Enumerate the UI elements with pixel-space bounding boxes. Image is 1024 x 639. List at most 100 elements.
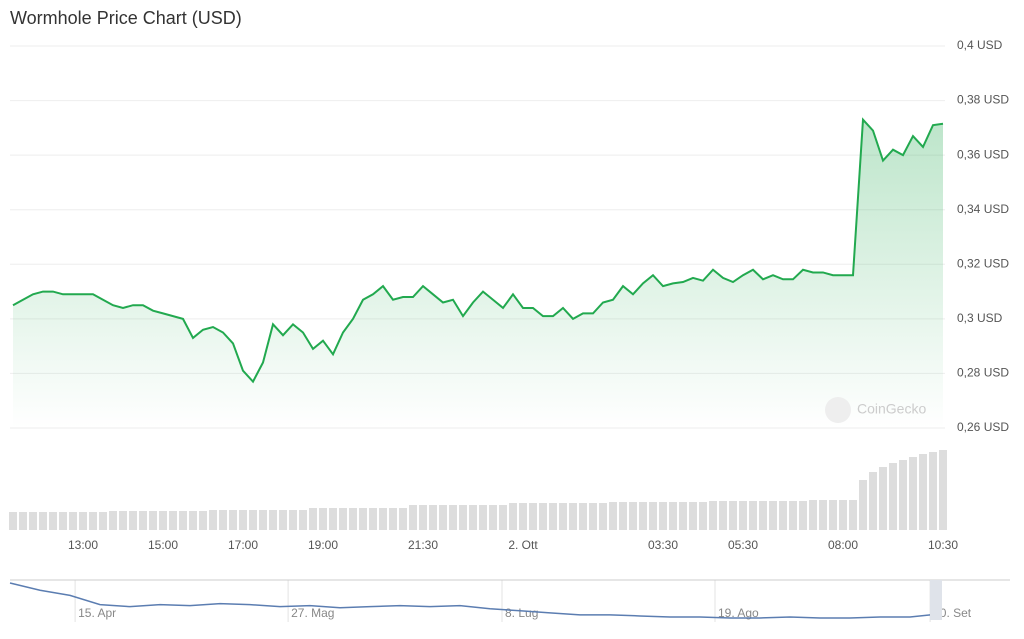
y-tick-label: 0,38 USD [957,93,1009,107]
volume-bar [609,502,617,530]
volume-bar [19,512,27,530]
y-tick-label: 0,36 USD [957,147,1009,161]
volume-bar [479,505,487,530]
volume-bar [529,503,537,530]
volume-bar [239,510,247,530]
watermark-logo [825,397,851,423]
volume-bar [439,505,447,530]
volume-bar [399,508,407,530]
volume-bar [129,511,137,530]
volume-bar [709,501,717,530]
volume-bar [109,511,117,530]
volume-bar [469,505,477,530]
x-tick-label: 19:00 [308,538,338,552]
volume-bar [119,511,127,530]
x-tick-label: 21:30 [408,538,438,552]
volume-bar [879,467,887,530]
navigator-label: 15. Apr [78,606,116,620]
volume-bar [629,502,637,530]
volume-bar [309,508,317,530]
volume-bar [719,501,727,530]
volume-bar [869,472,877,530]
x-tick-label: 2. Ott [508,538,538,552]
volume-bar [169,511,177,530]
navigator-handle[interactable] [930,580,942,620]
volume-bar [329,508,337,530]
volume-bar [339,508,347,530]
volume-bar [539,503,547,530]
volume-bar [589,503,597,530]
x-tick-label: 17:00 [228,538,258,552]
navigator-label: 30. Set [933,606,972,620]
volume-bar [59,512,67,530]
volume-bar [749,501,757,530]
volume-bar [429,505,437,530]
x-tick-label: 15:00 [148,538,178,552]
volume-bar [179,511,187,530]
volume-bar [149,511,157,530]
volume-bar [659,502,667,530]
volume-bar [599,503,607,530]
volume-bar [779,501,787,530]
volume-bar [899,460,907,530]
volume-bar [319,508,327,530]
volume-bar [839,500,847,530]
volume-bar [229,510,237,530]
volume-bar [99,512,107,530]
volume-bar [909,457,917,530]
volume-bar [519,503,527,530]
volume-bar [259,510,267,530]
y-tick-label: 0,3 USD [957,311,1003,325]
volume-bar [689,502,697,530]
x-tick-label: 08:00 [828,538,858,552]
volume-bar [189,511,197,530]
navigator-label: 8. Lug [505,606,538,620]
volume-bar [849,500,857,530]
price-area [13,119,943,429]
volume-bar [559,503,567,530]
volume-bar [499,505,507,530]
volume-bar [419,505,427,530]
volume-bar [379,508,387,530]
volume-bar [279,510,287,530]
volume-bar [89,512,97,530]
volume-bar [789,501,797,530]
volume-bar [359,508,367,530]
volume-bar [69,512,77,530]
volume-bar [489,505,497,530]
volume-bar [9,512,17,530]
volume-bar [409,505,417,530]
volume-bar [299,510,307,530]
y-tick-label: 0,26 USD [957,420,1009,434]
volume-bar [939,450,947,530]
volume-bar [29,512,37,530]
volume-bar [349,508,357,530]
volume-bar [139,511,147,530]
volume-bar [759,501,767,530]
chart-title: Wormhole Price Chart (USD) [10,8,242,28]
volume-bar [39,512,47,530]
volume-bar [769,501,777,530]
volume-bar [889,463,897,530]
y-tick-label: 0,32 USD [957,256,1009,270]
volume-bar [799,501,807,530]
volume-bar [79,512,87,530]
y-tick-label: 0,34 USD [957,202,1009,216]
volume-bar [649,502,657,530]
volume-bar [859,480,867,530]
volume-bar [929,452,937,530]
volume-bar [249,510,257,530]
volume-bar [679,502,687,530]
volume-bar [269,510,277,530]
volume-bar [49,512,57,530]
price-line [12,117,944,384]
volume-bar [829,500,837,530]
volume-bar [209,510,217,530]
volume-bar [369,508,377,530]
volume-bar [669,502,677,530]
volume-bar [549,503,557,530]
volume-bar [729,501,737,530]
volume-bar [389,508,397,530]
volume-bar [819,500,827,530]
